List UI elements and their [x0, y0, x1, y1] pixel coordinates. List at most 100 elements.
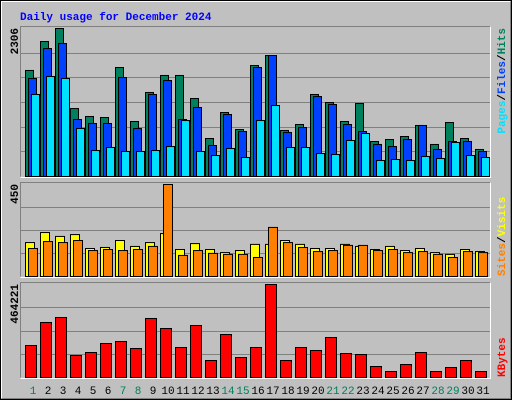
bar	[250, 346, 262, 379]
panel-edge-dark	[20, 182, 491, 277]
bar	[316, 153, 325, 178]
legend-separator: /	[497, 94, 509, 101]
legend: Sites/Visits	[497, 197, 509, 276]
x-tick-label: 3	[60, 386, 67, 398]
bar	[238, 253, 248, 277]
bar	[205, 359, 217, 378]
bar	[181, 120, 190, 177]
bar	[31, 93, 40, 177]
bar	[211, 155, 220, 178]
bar	[235, 356, 247, 379]
bar	[271, 105, 280, 177]
bar	[325, 336, 337, 378]
bar	[385, 370, 397, 378]
panel-edge-dark	[20, 282, 491, 378]
bar	[253, 256, 263, 277]
bar	[223, 253, 233, 277]
legend: Pages/Files/Hits	[497, 28, 509, 134]
legend-entry: KBytes	[497, 337, 509, 377]
panel-edge-light	[20, 182, 491, 278]
bar	[241, 157, 250, 178]
bar	[283, 242, 293, 278]
x-tick-label: 28	[431, 386, 444, 398]
bar	[448, 256, 458, 277]
bar	[430, 370, 442, 378]
bar	[406, 160, 415, 177]
bar	[463, 251, 473, 278]
bar	[391, 158, 400, 177]
bar	[61, 77, 70, 177]
x-tick-label: 11	[176, 386, 190, 398]
bar	[148, 245, 158, 278]
bar	[415, 351, 427, 378]
bar	[106, 146, 115, 178]
bar	[358, 244, 368, 277]
bar	[328, 250, 338, 277]
bar	[40, 321, 52, 378]
bar	[421, 155, 430, 177]
bar	[46, 76, 55, 177]
bar	[160, 327, 172, 378]
bar	[166, 146, 175, 178]
bar	[418, 251, 428, 278]
x-tick-label: 24	[371, 386, 385, 398]
x-tick-label: 15	[236, 386, 249, 398]
bar	[331, 153, 340, 178]
bar	[310, 349, 322, 378]
x-tick-label: 6	[105, 386, 112, 398]
bar	[100, 342, 112, 378]
bar	[196, 150, 205, 178]
bar	[28, 247, 38, 277]
bar	[280, 359, 292, 378]
panel-edge-dark	[20, 26, 491, 177]
bar	[355, 353, 367, 378]
bar	[388, 249, 398, 278]
x-tick-label: 20	[311, 386, 324, 398]
bar	[103, 249, 113, 278]
x-tick-label: 29	[446, 386, 459, 398]
x-tick-label: 7	[120, 386, 127, 398]
bar	[85, 351, 97, 378]
bar	[43, 241, 53, 277]
bar	[91, 150, 100, 178]
chart-title: Daily usage for December 2024	[20, 12, 212, 24]
bar	[193, 250, 203, 277]
bar	[220, 333, 232, 379]
bar	[145, 317, 157, 378]
bar	[190, 324, 202, 379]
x-tick-label: 31	[476, 386, 490, 398]
legend-entry: Visits	[497, 197, 509, 237]
bar	[376, 160, 385, 177]
legend-entry: Sites	[497, 243, 509, 276]
x-tick-label: 27	[416, 386, 429, 398]
bar	[343, 244, 353, 277]
legend-separator: /	[497, 236, 509, 243]
bar	[361, 132, 370, 177]
bar	[130, 347, 142, 378]
bar	[373, 250, 383, 277]
bar	[136, 150, 145, 178]
bar	[208, 252, 218, 278]
bar	[151, 150, 160, 178]
bar	[301, 146, 310, 178]
bar	[370, 365, 382, 379]
bar	[433, 253, 443, 277]
x-tick-label: 10	[161, 386, 174, 398]
x-tick-label: 8	[135, 386, 142, 398]
bar	[460, 359, 472, 378]
bar	[445, 366, 457, 378]
bar	[265, 284, 277, 378]
x-tick-label: 2	[45, 386, 52, 398]
y-tick-label: 464221	[10, 284, 22, 324]
panel-edge-light	[20, 282, 491, 379]
x-tick-label: 17	[266, 386, 279, 398]
bar	[313, 251, 323, 278]
x-tick-label: 26	[401, 386, 414, 398]
legend-separator: /	[497, 54, 509, 61]
x-tick-label: 23	[356, 386, 369, 398]
bar	[121, 150, 130, 178]
x-tick-label: 25	[386, 386, 399, 398]
x-tick-label: 5	[90, 386, 97, 398]
